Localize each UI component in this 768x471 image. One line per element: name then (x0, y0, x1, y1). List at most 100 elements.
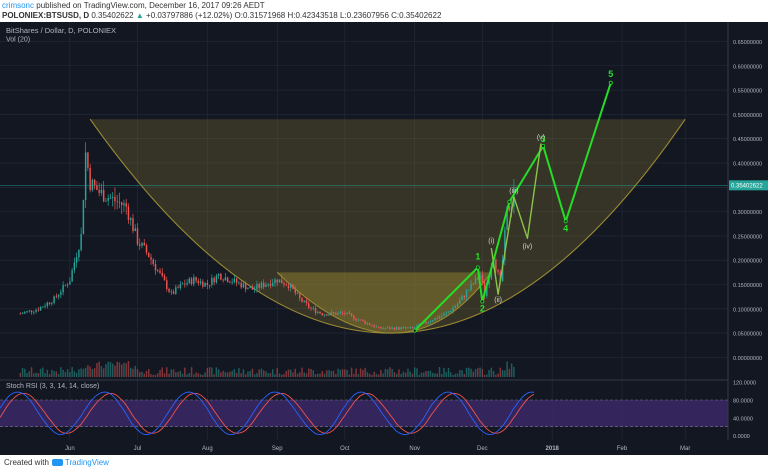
subwave-label: (ii) (494, 297, 502, 304)
volume-bar (432, 372, 434, 377)
candle-body (350, 313, 353, 316)
brand-link[interactable]: TradingView (64, 458, 109, 467)
candle-body (226, 277, 229, 282)
volume-bar (96, 362, 98, 377)
candle-body (37, 309, 40, 311)
candle-body (258, 284, 260, 288)
volume-bar (166, 367, 168, 377)
volume-bar (249, 371, 251, 377)
wave-label: 5 (608, 69, 613, 79)
wave-point (541, 143, 546, 148)
candle-body (132, 218, 134, 232)
candle-body (341, 312, 344, 314)
volume-bar (150, 374, 152, 377)
candle-body (299, 293, 301, 299)
candle-body (407, 327, 409, 329)
volume-bar (328, 370, 330, 377)
candle-body (163, 275, 166, 281)
candle-body (170, 291, 173, 293)
candle-body (75, 257, 78, 263)
candle-body (375, 326, 378, 328)
volume-bar (132, 368, 134, 377)
candle-body (57, 295, 60, 297)
volume-bar (488, 369, 490, 377)
volume-bar (391, 368, 393, 377)
volume-bar (380, 369, 382, 377)
candle-body (120, 202, 123, 206)
volume-bar (416, 368, 418, 377)
volume-bar (321, 371, 324, 377)
volume-bar (513, 366, 515, 377)
created-with-text: Created with (4, 458, 49, 467)
candle-body (134, 228, 136, 232)
volume-bar (118, 362, 121, 377)
candle-body (222, 279, 224, 281)
tradingview-logo-icon (51, 459, 63, 467)
volume-bar (129, 367, 132, 377)
candle-body (353, 315, 355, 320)
candle-body (242, 283, 245, 288)
candle-body (244, 283, 247, 290)
volume-bar (33, 373, 35, 377)
candle-body (154, 264, 157, 271)
volume-bar (136, 369, 139, 377)
volume-bar (220, 372, 222, 377)
candle-body (26, 311, 28, 313)
author-name[interactable]: crimsonc (2, 1, 35, 10)
candle-body (391, 327, 393, 329)
candle-body (30, 310, 33, 313)
volume-bar (168, 373, 170, 377)
candle-body (96, 185, 98, 191)
last-price: 0.35402622 (91, 11, 134, 20)
candle-body (294, 288, 296, 294)
candle-body (450, 311, 452, 312)
candle-body (285, 284, 287, 286)
candle-body (35, 309, 37, 312)
candle-body (71, 270, 73, 282)
candle-body (317, 311, 319, 313)
candle-body (481, 274, 484, 282)
header-bar: crimsonc published on TradingView.com, D… (0, 0, 768, 22)
volume-bar (175, 372, 177, 377)
chart-canvas[interactable]: 1 2 3 4 5 (i) (ii) (iii) (iv) (v) 0.65000000 0.600… (0, 22, 768, 455)
volume-bar (497, 373, 499, 377)
candle-body (490, 267, 493, 279)
volume-bar (330, 370, 333, 377)
volume-bar (42, 367, 44, 377)
candle-body (386, 327, 389, 329)
candle-body (267, 283, 269, 285)
volume-bar (461, 370, 463, 377)
volume-bar (240, 373, 242, 377)
candle-body (364, 320, 366, 324)
volume-bar (323, 373, 326, 377)
candle-body (251, 286, 254, 290)
candle-body (48, 302, 51, 304)
stoch-d-line (0, 392, 535, 434)
volume-bar (28, 371, 31, 377)
candle-body (39, 307, 42, 311)
candle-body (296, 293, 299, 295)
volume-bar (48, 374, 51, 377)
candle-body (193, 277, 195, 285)
volume-bar (434, 373, 436, 377)
volume-bar (170, 369, 173, 377)
time-tick-label: Feb (617, 446, 628, 452)
candle-body (64, 284, 67, 286)
price-tick-label: 0.65000000 (733, 40, 762, 46)
price-tick-label: 0.50000000 (733, 113, 762, 119)
volume-bar (145, 370, 148, 377)
candle-body (116, 201, 118, 203)
time-tick-label: Dec (477, 446, 488, 452)
volume-bar (271, 369, 274, 377)
volume-bar (452, 374, 454, 377)
volume-bar (355, 368, 357, 377)
volume-bar (184, 367, 186, 377)
price-tick-label: 0.05000000 (733, 332, 762, 338)
candle-body (443, 313, 445, 316)
candle-body (508, 206, 511, 211)
candle-body (470, 283, 472, 290)
published-text: published on TradingView.com, December 1… (36, 1, 265, 10)
volume-bar (332, 370, 335, 377)
candle-body (346, 312, 348, 315)
volume-bar (477, 368, 479, 377)
